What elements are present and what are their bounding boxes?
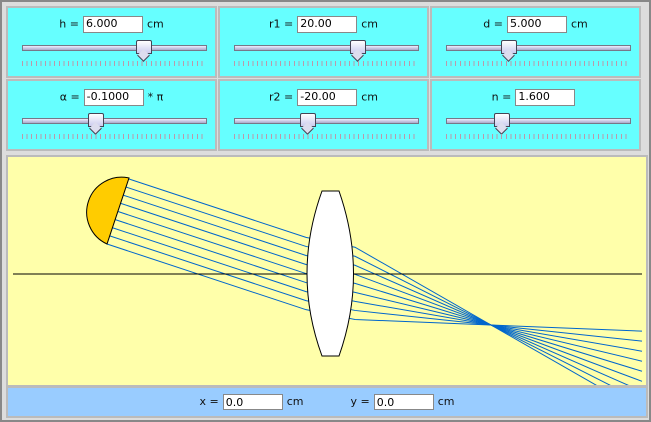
y-field[interactable] xyxy=(373,394,434,410)
param-label: r1 = xyxy=(269,17,294,31)
slider-ticks xyxy=(446,134,629,139)
param-unit: * π xyxy=(147,90,164,104)
x-field[interactable] xyxy=(222,394,283,410)
control-panel: α = -0.1000 * π xyxy=(6,79,217,151)
light-ray xyxy=(128,178,643,412)
coordinate-bar: x = cm y = cm xyxy=(6,386,648,418)
scene-canvas xyxy=(13,176,643,412)
param-slider[interactable] xyxy=(22,40,207,54)
control-panel: r1 = 20.00 cm xyxy=(218,6,429,78)
param-field[interactable]: 20.00 xyxy=(297,16,358,33)
slider-thumb[interactable] xyxy=(135,40,152,54)
control-panel: n = 1.600 xyxy=(430,79,641,151)
param-unit: cm xyxy=(570,17,588,31)
y-unit: cm xyxy=(437,395,455,408)
param-field[interactable]: 6.000 xyxy=(82,16,143,33)
slider-ticks xyxy=(446,61,629,66)
param-unit: cm xyxy=(361,17,378,31)
control-panel: r2 = -20.00 cm xyxy=(218,79,429,151)
light-ray xyxy=(106,243,643,332)
slider-thumb[interactable] xyxy=(349,40,366,54)
control-panel: d = 5.000 cm xyxy=(430,6,641,78)
param-unit: cm xyxy=(361,90,378,104)
control-panel: h = 6.000 cm xyxy=(6,6,217,78)
y-label: y = xyxy=(350,395,370,408)
x-unit: cm xyxy=(286,395,304,408)
param-unit: cm xyxy=(146,17,164,31)
slider-thumb[interactable] xyxy=(300,113,317,127)
param-field[interactable]: -0.1000 xyxy=(83,89,144,106)
param-field[interactable]: 1.600 xyxy=(515,89,576,106)
param-label: α = xyxy=(59,90,80,104)
slider-ticks xyxy=(22,134,205,139)
param-field[interactable]: 5.000 xyxy=(506,16,567,33)
slider-ticks xyxy=(234,61,417,66)
param-slider[interactable] xyxy=(22,113,207,127)
param-label: h = xyxy=(59,17,79,31)
optics-scene[interactable] xyxy=(6,155,648,412)
param-slider[interactable] xyxy=(234,40,419,54)
lens[interactable] xyxy=(306,190,354,357)
light-ray xyxy=(126,186,643,402)
slider-thumb[interactable] xyxy=(493,113,510,127)
slider-thumb[interactable] xyxy=(501,40,518,54)
light-ray xyxy=(123,194,643,392)
param-slider[interactable] xyxy=(446,40,631,54)
x-label: x = xyxy=(199,395,219,408)
slider-ticks xyxy=(22,61,205,66)
light-ray xyxy=(117,211,643,372)
param-label: d = xyxy=(483,17,503,31)
light-ray xyxy=(120,202,643,382)
param-slider[interactable] xyxy=(234,113,419,127)
param-label: n = xyxy=(491,90,512,104)
param-field[interactable]: -20.00 xyxy=(297,89,358,106)
light-source-lamp[interactable] xyxy=(86,176,130,245)
light-ray xyxy=(109,235,643,342)
param-label: r2 = xyxy=(269,90,294,104)
slider-thumb[interactable] xyxy=(88,113,105,127)
param-slider[interactable] xyxy=(446,113,631,127)
slider-ticks xyxy=(234,134,417,139)
